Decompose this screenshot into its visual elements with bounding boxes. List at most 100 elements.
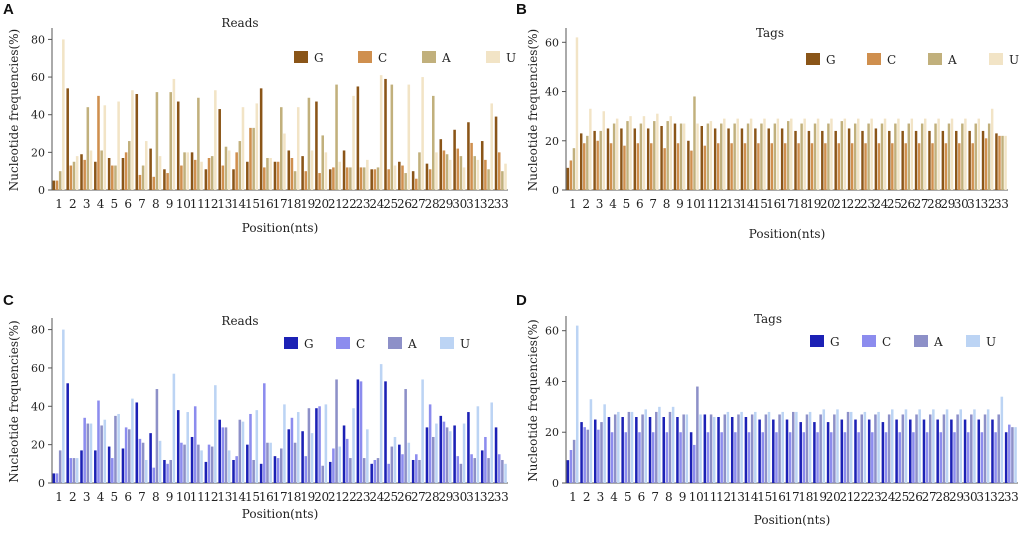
bar-a-pos-15 bbox=[252, 127, 255, 190]
bar-c-pos-6 bbox=[124, 152, 128, 190]
legend-swatch-a bbox=[422, 51, 436, 63]
x-tick-label: 18 bbox=[798, 490, 813, 504]
bar-u-pos-13 bbox=[736, 118, 739, 190]
x-tick-label: 27 bbox=[922, 490, 937, 504]
x-tick-label: 11 bbox=[190, 490, 205, 504]
bar-u-pos-10 bbox=[699, 414, 702, 483]
bar-g-pos-2 bbox=[66, 88, 69, 190]
bar-c-pos-11 bbox=[706, 432, 710, 483]
legend-label-c: C bbox=[887, 53, 896, 67]
bar-c-pos-12 bbox=[716, 143, 720, 190]
bar-u-pos-22 bbox=[857, 118, 860, 190]
x-tick-label: 5 bbox=[111, 490, 118, 504]
bar-c-pos-6 bbox=[638, 432, 641, 483]
bar-c-pos-7 bbox=[650, 143, 653, 190]
x-tick-label: 19 bbox=[300, 490, 315, 504]
bar-a-pos-16 bbox=[778, 414, 781, 483]
bar-a-pos-11 bbox=[197, 97, 200, 190]
bar-c-pos-14 bbox=[235, 456, 238, 483]
bar-c-pos-18 bbox=[797, 143, 800, 190]
bar-c-pos-27 bbox=[917, 143, 921, 190]
bar-c-pos-13 bbox=[734, 432, 737, 483]
bar-a-pos-30 bbox=[970, 414, 973, 483]
x-tick-label: 2 bbox=[69, 197, 76, 211]
bar-c-pos-28 bbox=[939, 432, 943, 483]
bar-c-pos-10 bbox=[180, 165, 183, 190]
x-tick-label: 32 bbox=[990, 490, 1005, 504]
bar-c-pos-19 bbox=[816, 432, 819, 483]
y-tick-label: 0 bbox=[38, 477, 45, 490]
bar-a-pos-10 bbox=[693, 96, 696, 190]
bar-g-pos-20 bbox=[821, 130, 824, 190]
bar-a-pos-11 bbox=[706, 123, 710, 190]
x-tick-label: 8 bbox=[152, 197, 159, 211]
bar-c-pos-11 bbox=[703, 145, 707, 190]
bar-a-pos-17 bbox=[787, 121, 790, 190]
x-tick-label: 15 bbox=[245, 197, 260, 211]
x-tick-label: 23 bbox=[356, 490, 371, 504]
bar-g-pos-1 bbox=[566, 460, 570, 483]
bar-g-pos-25 bbox=[888, 130, 891, 190]
bar-g-pos-23 bbox=[356, 86, 360, 190]
bar-g-pos-27 bbox=[411, 171, 415, 190]
x-tick-label: 6 bbox=[636, 197, 643, 211]
x-tick-label: 21 bbox=[833, 197, 848, 211]
bar-a-pos-4 bbox=[100, 150, 103, 190]
x-tick-label: 10 bbox=[686, 197, 701, 211]
x-tick-label: 7 bbox=[138, 197, 145, 211]
x-tick-label: 12 bbox=[716, 490, 731, 504]
x-tick-label: 22 bbox=[342, 197, 357, 211]
bar-c-pos-13 bbox=[730, 143, 733, 190]
x-tick-label: 23 bbox=[860, 197, 875, 211]
x-tick-label: 1 bbox=[55, 490, 62, 504]
x-tick-label: 33 bbox=[994, 197, 1009, 211]
bar-u-pos-3 bbox=[602, 111, 605, 190]
bar-u-pos-13 bbox=[227, 450, 231, 483]
panel-letter: D bbox=[516, 292, 527, 309]
bar-u-pos-14 bbox=[241, 421, 245, 483]
bar-u-pos-20 bbox=[324, 404, 328, 483]
bar-u-pos-28 bbox=[945, 409, 949, 483]
x-tick-label: 22 bbox=[342, 490, 357, 504]
bar-c-pos-12 bbox=[207, 158, 211, 190]
legend-label-u: U bbox=[460, 337, 470, 351]
bar-u-pos-33 bbox=[1014, 427, 1017, 483]
x-tick-label: 19 bbox=[806, 197, 821, 211]
legend-swatch-g bbox=[294, 51, 308, 63]
bar-u-pos-5 bbox=[117, 101, 120, 190]
bar-a-pos-28 bbox=[934, 123, 937, 190]
legend-label-g: G bbox=[826, 53, 836, 67]
x-tick-label: 21 bbox=[839, 490, 854, 504]
bar-u-pos-6 bbox=[131, 90, 134, 190]
bar-u-pos-8 bbox=[158, 156, 162, 190]
bar-u-pos-33 bbox=[504, 463, 507, 483]
x-tick-label: 14 bbox=[744, 490, 759, 504]
bar-u-pos-26 bbox=[918, 409, 921, 483]
bar-a-pos-32 bbox=[987, 123, 991, 190]
x-tick-label: 7 bbox=[138, 490, 145, 504]
bar-a-pos-31 bbox=[473, 156, 476, 190]
x-tick-label: 12 bbox=[713, 197, 728, 211]
bar-u-pos-28 bbox=[937, 118, 940, 190]
x-tick-label: 29 bbox=[949, 490, 964, 504]
bar-a-pos-26 bbox=[404, 389, 407, 483]
bar-c-pos-8 bbox=[152, 176, 156, 190]
bar-g-pos-5 bbox=[107, 158, 111, 190]
bar-c-pos-18 bbox=[290, 158, 294, 190]
bar-u-pos-23 bbox=[870, 118, 873, 190]
x-tick-label: 11 bbox=[190, 197, 205, 211]
bar-a-pos-16 bbox=[773, 123, 777, 190]
bar-c-pos-24 bbox=[373, 459, 377, 483]
bar-c-pos-1 bbox=[55, 473, 59, 483]
x-tick-label: 2 bbox=[582, 197, 589, 211]
bar-c-pos-19 bbox=[810, 143, 814, 190]
bar-g-pos-18 bbox=[799, 422, 802, 483]
bar-u-pos-24 bbox=[883, 118, 887, 190]
y-tick-label: 40 bbox=[545, 375, 559, 388]
bar-u-pos-15 bbox=[255, 410, 259, 483]
bar-c-pos-29 bbox=[944, 143, 948, 190]
y-axis-label: Nucleotide frequencies(%) bbox=[526, 319, 540, 481]
x-tick-label: 3 bbox=[596, 197, 603, 211]
x-tick-label: 2 bbox=[583, 490, 590, 504]
